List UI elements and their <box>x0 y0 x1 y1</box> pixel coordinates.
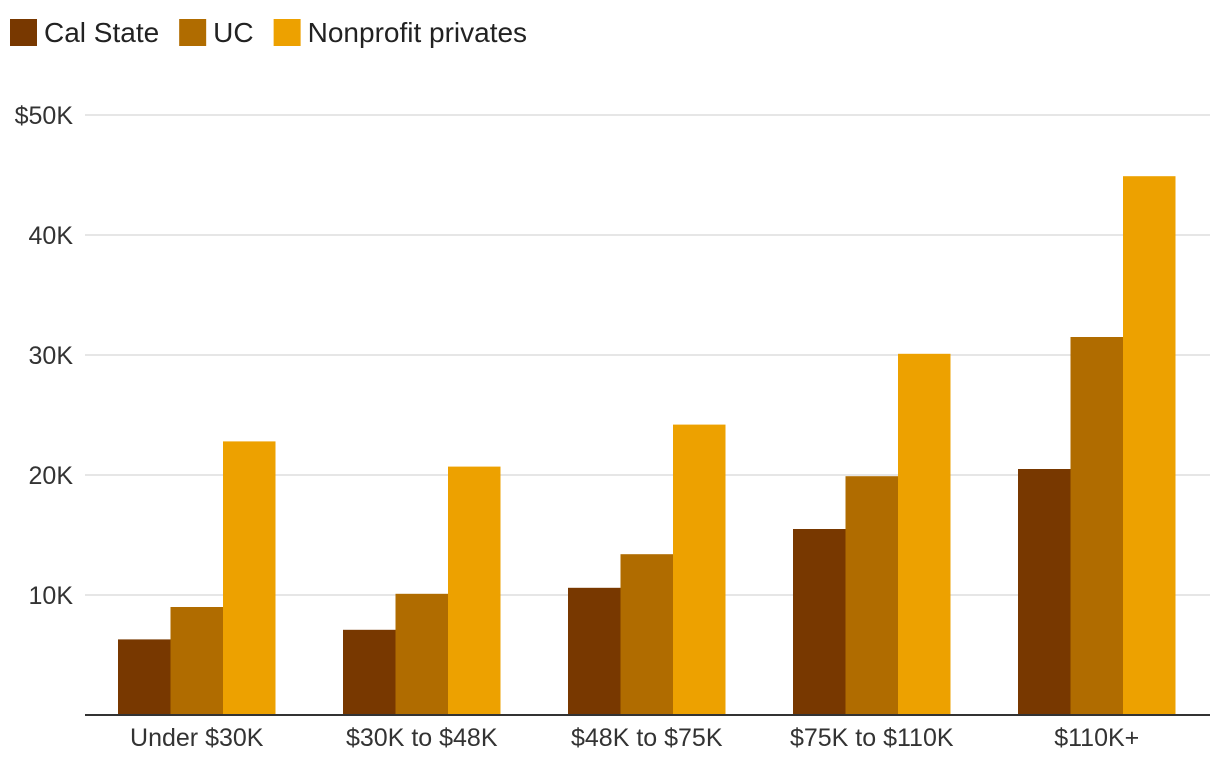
bar-nonprofit-privates-75k-to-110k <box>898 353 951 715</box>
bar-cal-state-110k <box>1018 469 1071 715</box>
bar-nonprofit-privates-110k <box>1123 176 1176 715</box>
bar-nonprofit-privates-under-30k <box>223 441 276 715</box>
legend-label-cal-state: Cal State <box>44 17 159 48</box>
y-tick-label-10k: 10K <box>29 582 74 610</box>
x-axis-tick-labels: Under $30K $30K to $48K $48K to $75K $75K t… <box>130 724 1139 752</box>
y-tick-label-50k: $50K <box>15 102 74 130</box>
x-tick-label-48k-to-75k: $48K to $75K <box>571 724 723 752</box>
bar-uc-under-30k <box>170 607 223 715</box>
x-tick-label-75k-to-110k: $75K to $110K <box>790 724 954 752</box>
bar-uc-48k-to-75k <box>620 554 673 715</box>
bar-cal-state-30k-to-48k <box>343 629 396 715</box>
bar-cal-state-under-30k <box>118 639 171 715</box>
x-tick-label-110k: $110K+ <box>1054 724 1139 752</box>
legend-label-uc: UC <box>213 17 253 48</box>
bar-uc-30k-to-48k <box>395 593 448 715</box>
bar-nonprofit-privates-48k-to-75k <box>673 424 726 715</box>
legend-label-nonprofit-privates: Nonprofit privates <box>308 17 527 48</box>
bar-uc-110k <box>1070 337 1123 715</box>
legend: Cal State UC Nonprofit privates <box>10 17 527 48</box>
bar-nonprofit-privates-30k-to-48k <box>448 466 501 715</box>
bar-cal-state-75k-to-110k <box>793 529 846 715</box>
y-tick-label-40k: 40K <box>29 222 74 250</box>
x-tick-label-under-30k: Under $30K <box>130 724 264 752</box>
bar-cal-state-48k-to-75k <box>568 587 621 715</box>
legend-swatch-cal-state <box>10 19 37 46</box>
legend-swatch-uc <box>179 19 207 46</box>
y-axis-tick-labels: 10K 20K 30K 40K $50K <box>15 102 74 610</box>
y-tick-label-30k: 30K <box>29 342 74 370</box>
bar-uc-75k-to-110k <box>845 476 898 715</box>
x-tick-label-30k-to-48k: $30K to $48K <box>346 724 498 752</box>
legend-swatch-nonprofit-privates <box>273 19 301 46</box>
y-tick-label-20k: 20K <box>29 462 74 490</box>
bars <box>118 176 1176 715</box>
